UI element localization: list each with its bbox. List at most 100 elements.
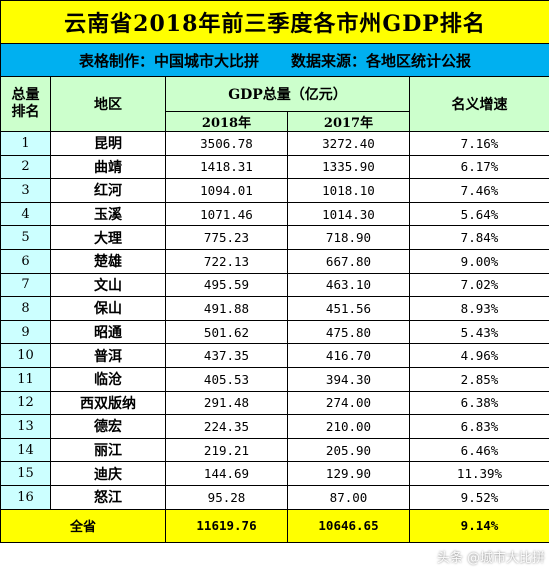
growth-cell: 5.64% [409,201,549,227]
rank-cell: 14 [0,437,51,463]
gdp-2017-cell: 205.90 [287,437,410,463]
gdp-2017-cell: 451.56 [287,296,410,321]
growth-cell: 7.84% [409,225,549,250]
gdp-2018-cell: 501.62 [165,319,288,345]
gdp-2018-cell: 437.35 [165,343,288,368]
region-cell: 红河 [50,178,166,203]
gdp-2018-cell: 95.28 [165,484,288,510]
gdp-2017-cell: 1335.90 [287,154,410,180]
gdp-2018-cell: 224.35 [165,414,288,439]
growth-cell: 11.39% [409,461,549,486]
rank-cell: 2 [0,154,51,180]
gdp-2018-cell: 495.59 [165,272,288,298]
region-cell: 德宏 [50,414,166,439]
table-row: 9 昭通 501.62 475.80 5.43% [0,319,549,345]
table-row: 4 玉溪 1071.46 1014.30 5.64% [0,201,549,227]
gdp-2017-cell: 3272.40 [287,131,410,156]
total-label: 全省 [0,508,166,543]
rank-cell: 16 [0,484,51,510]
total-growth: 9.14% [409,508,549,543]
gdp-ranking-table: 云南省2018年前三季度各市州GDP排名 表格制作：中国城市大比拼 数据来源：各地… [0,0,549,543]
gdp-2017-cell: 210.00 [287,414,410,439]
growth-cell: 6.83% [409,414,549,439]
growth-cell: 8.93% [409,296,549,321]
rank-cell: 7 [0,272,51,298]
table-row: 3 红河 1094.01 1018.10 7.46% [0,178,549,203]
table-row: 2 曲靖 1418.31 1335.90 6.17% [0,154,549,180]
table-row: 1 昆明 3506.78 3272.40 7.16% [0,131,549,156]
region-cell: 昆明 [50,131,166,156]
rank-cell: 11 [0,366,51,392]
rank-cell: 9 [0,319,51,345]
region-cell: 临沧 [50,366,166,392]
total-row: 全省 11619.76 10646.65 9.14% [0,508,549,543]
growth-cell: 7.46% [409,178,549,203]
growth-cell: 5.43% [409,319,549,345]
rank-cell: 13 [0,414,51,439]
gdp-2018-cell: 1418.31 [165,154,288,180]
table-row: 12 西双版纳 291.48 274.00 6.38% [0,390,549,416]
gdp-2017-cell: 129.90 [287,461,410,486]
region-cell: 曲靖 [50,154,166,180]
table-row: 5 大理 775.23 718.90 7.84% [0,225,549,250]
growth-cell: 6.38% [409,390,549,416]
gdp-2018-cell: 775.23 [165,225,288,250]
table-row: 7 文山 495.59 463.10 7.02% [0,272,549,298]
rank-cell: 8 [0,296,51,321]
gdp-2017-cell: 475.80 [287,319,410,345]
table-row: 16 怒江 95.28 87.00 9.52% [0,484,549,510]
table-subtitle: 表格制作：中国城市大比拼 数据来源：各地区统计公报 [0,43,549,77]
region-cell: 丽江 [50,437,166,463]
growth-cell: 9.00% [409,248,549,274]
growth-cell: 2.85% [409,366,549,392]
growth-cell: 9.52% [409,484,549,510]
gdp-2017-cell: 1018.10 [287,178,410,203]
data-source: 数据来源：各地区统计公报 [291,51,472,70]
header-year-2018: 2018年 [165,111,288,132]
gdp-2018-cell: 219.21 [165,437,288,463]
table-row: 15 迪庆 144.69 129.90 11.39% [0,461,549,486]
region-cell: 迪庆 [50,461,166,486]
gdp-2018-cell: 722.13 [165,248,288,274]
rank-cell: 15 [0,461,51,486]
rank-cell: 3 [0,178,51,203]
gdp-2018-cell: 1071.46 [165,201,288,227]
growth-cell: 6.46% [409,437,549,463]
table-row: 6 楚雄 722.13 667.80 9.00% [0,248,549,274]
region-cell: 文山 [50,272,166,298]
total-gdp-2017: 10646.65 [287,508,410,543]
header-year-2017: 2017年 [287,111,410,132]
region-cell: 玉溪 [50,201,166,227]
growth-cell: 4.96% [409,343,549,368]
table-title: 云南省2018年前三季度各市州GDP排名 [0,0,549,44]
region-cell: 昭通 [50,319,166,345]
gdp-2017-cell: 394.30 [287,366,410,392]
header-rank: 总量排名 [0,76,51,132]
growth-cell: 7.16% [409,131,549,156]
header-gdp-total: GDP总量（亿元） [165,76,410,112]
gdp-2017-cell: 667.80 [287,248,410,274]
table-row: 14 丽江 219.21 205.90 6.46% [0,437,549,463]
rank-cell: 1 [0,131,51,156]
region-cell: 西双版纳 [50,390,166,416]
table-row: 8 保山 491.88 451.56 8.93% [0,296,549,321]
total-gdp-2018: 11619.76 [165,508,288,543]
gdp-2018-cell: 405.53 [165,366,288,392]
maker-credit: 表格制作：中国城市大比拼 [78,51,259,70]
gdp-2018-cell: 3506.78 [165,131,288,156]
gdp-2017-cell: 416.70 [287,343,410,368]
table-row: 10 普洱 437.35 416.70 4.96% [0,343,549,368]
gdp-2017-cell: 87.00 [287,484,410,510]
watermark: 头条 @城市大比拼 [436,551,545,566]
region-cell: 大理 [50,225,166,250]
gdp-2017-cell: 718.90 [287,225,410,250]
gdp-2018-cell: 1094.01 [165,178,288,203]
gdp-2017-cell: 1014.30 [287,201,410,227]
gdp-2018-cell: 491.88 [165,296,288,321]
table-row: 13 德宏 224.35 210.00 6.83% [0,414,549,439]
gdp-2018-cell: 144.69 [165,461,288,486]
region-cell: 楚雄 [50,248,166,274]
rank-cell: 10 [0,343,51,368]
gdp-2017-cell: 463.10 [287,272,410,298]
rank-cell: 5 [0,225,51,250]
